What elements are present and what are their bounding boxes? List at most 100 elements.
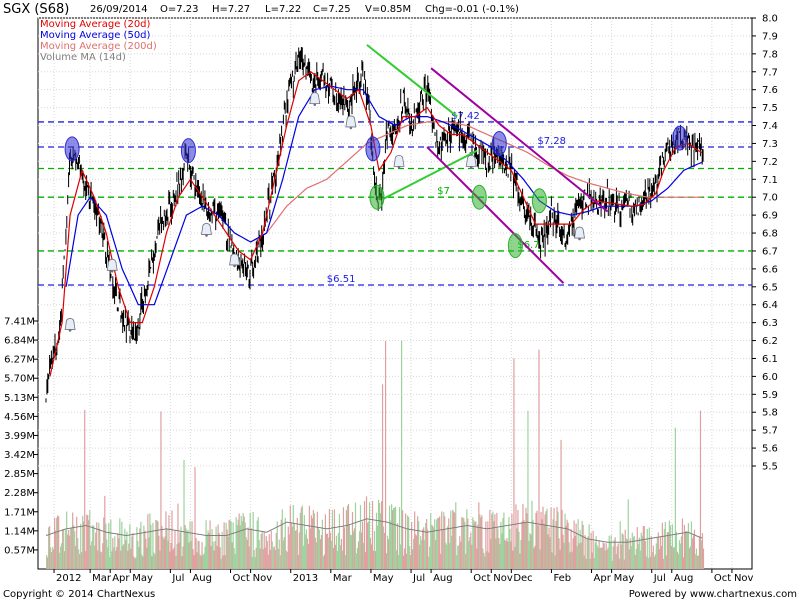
bell-shape xyxy=(229,253,241,266)
volume-bar xyxy=(672,547,674,569)
bell-icon xyxy=(64,318,76,332)
volume-bar xyxy=(269,549,271,569)
volume-bar xyxy=(106,539,108,569)
volume-bar xyxy=(675,531,677,569)
volume-bar xyxy=(555,520,557,569)
price-tick-label: 6.7 xyxy=(762,246,778,257)
volume-bar xyxy=(255,547,257,569)
volume-bar xyxy=(436,519,438,569)
volume-bar xyxy=(274,550,276,569)
volume-bar xyxy=(196,552,198,569)
volume-bar xyxy=(557,511,559,569)
volume-bar xyxy=(395,506,397,569)
volume-bar xyxy=(82,515,84,569)
volume-bar xyxy=(210,546,212,569)
volume-bar xyxy=(266,540,268,569)
volume-bar xyxy=(476,548,478,569)
volume-bar xyxy=(313,513,315,569)
volume-bar xyxy=(464,521,466,569)
volume-bars xyxy=(46,340,705,569)
volume-bar xyxy=(338,513,341,569)
quote-change: Chg=-0.01 (-0.1%) xyxy=(425,4,519,15)
volume-bar xyxy=(613,539,615,569)
volume-bar xyxy=(659,536,661,569)
volume-bar xyxy=(319,539,321,569)
volume-bar xyxy=(487,521,489,569)
volume-bar xyxy=(390,504,393,569)
volume-bar xyxy=(247,527,249,569)
time-tick-label: Jul xyxy=(171,573,184,584)
volume-bar xyxy=(148,537,150,569)
volume-bar xyxy=(294,530,296,569)
volume-bar xyxy=(327,537,330,569)
volume-bar xyxy=(686,532,689,569)
volume-bar xyxy=(53,549,55,569)
volume-bar xyxy=(260,533,262,569)
volume-bar xyxy=(681,518,684,569)
volume-bar xyxy=(256,520,258,569)
volume-bar xyxy=(699,410,702,569)
volume-bar xyxy=(276,521,278,569)
volume-bar xyxy=(113,547,115,569)
volume-bar xyxy=(130,548,132,569)
volume-bar xyxy=(527,410,529,569)
volume-bar xyxy=(430,513,432,569)
volume-bar xyxy=(618,558,620,569)
volume-bar xyxy=(98,522,100,569)
volume-bar xyxy=(438,517,440,569)
volume-bar xyxy=(228,519,230,569)
volume-bar xyxy=(532,519,534,569)
volume-bar xyxy=(579,529,581,569)
volume-bar xyxy=(439,516,441,569)
volume-bar xyxy=(326,533,329,569)
time-tick-label: May xyxy=(614,573,635,584)
volume-bar xyxy=(679,543,681,569)
volume-bar xyxy=(548,527,550,569)
bell-icon xyxy=(574,226,585,241)
volume-bar xyxy=(397,523,399,569)
volume-bar xyxy=(242,513,244,569)
volume-bar xyxy=(459,536,461,569)
price-tick-label: 7.5 xyxy=(762,103,778,114)
volume-bar xyxy=(522,503,524,569)
volume-bar xyxy=(620,544,622,569)
volume-bar xyxy=(153,552,155,569)
volume-bar xyxy=(280,519,282,569)
volume-bar xyxy=(81,552,83,569)
time-tick-label: Aug xyxy=(433,573,453,584)
volume-bar xyxy=(692,535,695,569)
volume-bar xyxy=(63,529,65,569)
volume-bar xyxy=(427,529,429,569)
volume-bar xyxy=(503,512,505,569)
volume-bar xyxy=(275,532,277,569)
volume-bar xyxy=(633,535,635,569)
volume-bar xyxy=(629,538,631,569)
volume-bar xyxy=(219,547,221,569)
volume-bar xyxy=(238,513,240,569)
volume-bar xyxy=(108,523,110,569)
volume-bar xyxy=(50,547,52,569)
volume-bar xyxy=(191,521,193,569)
volume-bar xyxy=(536,510,538,569)
volume-bar xyxy=(179,532,181,569)
volume-bar xyxy=(701,533,704,569)
volume-bar xyxy=(565,525,567,569)
volume-tick-label: 6.84M xyxy=(4,336,35,347)
volume-bar xyxy=(116,546,118,569)
volume-bar xyxy=(290,522,292,569)
volume-bar xyxy=(403,555,405,569)
alert-bell-icons xyxy=(64,92,585,332)
volume-bar xyxy=(363,501,366,569)
volume-bar xyxy=(423,527,425,569)
volume-bar xyxy=(304,534,306,569)
volume-bar xyxy=(631,532,633,569)
time-tick-label: May xyxy=(132,573,153,584)
bell-clapper xyxy=(110,269,114,273)
highlight-ellipses xyxy=(64,125,688,259)
time-tick-label: Aug xyxy=(674,573,694,584)
volume-bar xyxy=(621,533,623,569)
volume-bar xyxy=(646,528,648,569)
price-tick-label: 7.2 xyxy=(762,157,778,168)
highlight-ellipse xyxy=(491,130,507,156)
legend-entry: Moving Average (20d) xyxy=(40,19,151,30)
